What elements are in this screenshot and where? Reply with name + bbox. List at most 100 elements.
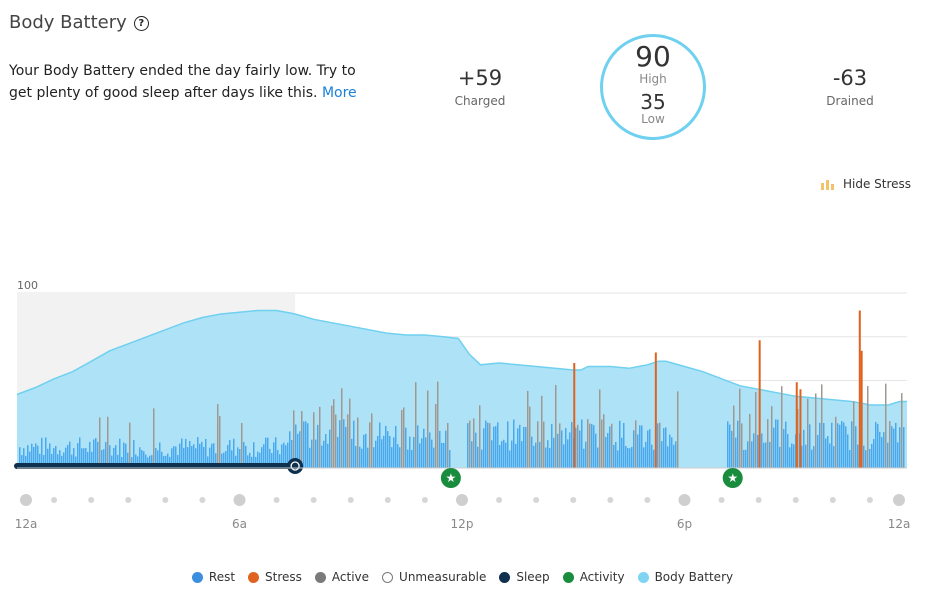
stress-bar — [41, 437, 43, 468]
x-minor-dot — [310, 497, 317, 503]
stress-bar — [243, 441, 245, 468]
legend-item[interactable]: Body Battery — [637, 570, 733, 584]
hide-stress-toggle[interactable]: Hide Stress — [820, 177, 911, 191]
stress-bar — [843, 422, 845, 468]
stress-bar — [449, 450, 451, 468]
stress-bar — [791, 443, 793, 468]
stress-bar — [807, 398, 809, 468]
stress-bar — [155, 448, 157, 468]
stress-bar — [587, 419, 589, 468]
stress-bar — [153, 408, 155, 468]
stress-bar — [21, 455, 23, 468]
stress-bar — [839, 424, 841, 468]
stress-bar — [245, 445, 247, 468]
stress-bar — [435, 404, 437, 468]
stress-bar — [773, 427, 775, 468]
stress-bar — [329, 429, 331, 468]
stress-bar — [547, 440, 549, 468]
x-minor-dot — [866, 497, 873, 503]
stress-bar — [593, 425, 595, 468]
stress-bar — [433, 447, 435, 468]
stress-bar — [883, 432, 885, 468]
x-minor-dot — [792, 497, 799, 503]
stress-bar — [781, 386, 783, 468]
stress-bar — [139, 447, 141, 468]
stress-bar — [79, 437, 81, 468]
stress-bar — [761, 433, 763, 468]
stress-bar — [569, 432, 571, 468]
stress-bar — [625, 445, 627, 468]
stress-bar — [357, 417, 359, 468]
stress-bar — [221, 453, 223, 468]
drained-label: Drained — [826, 94, 874, 108]
stress-bar — [217, 404, 219, 468]
stress-bar — [769, 441, 771, 468]
stress-bar — [227, 444, 229, 468]
stress-bar — [97, 441, 99, 468]
stress-bar — [447, 422, 449, 468]
legend-item[interactable]: Sleep — [499, 570, 550, 584]
stress-bar — [873, 438, 875, 468]
stress-bar — [253, 442, 255, 468]
stress-bar — [439, 430, 441, 468]
summary-text: Your Body Battery ended the day fairly l… — [9, 63, 356, 101]
stress-bar — [31, 443, 33, 468]
legend-item[interactable]: Stress — [248, 570, 302, 584]
stress-bar — [819, 422, 821, 468]
legend-item[interactable]: Activity — [562, 570, 625, 584]
x-tick-label: 12p — [451, 517, 474, 531]
stress-bar — [179, 443, 181, 468]
stress-bar — [815, 393, 817, 468]
stress-bar — [605, 436, 607, 468]
summary-description: Your Body Battery ended the day fairly l… — [9, 60, 379, 104]
stress-bar — [247, 455, 249, 468]
hide-stress-label: Hide Stress — [843, 177, 912, 191]
stress-bar — [103, 449, 105, 468]
stress-bar — [297, 433, 299, 468]
stress-bar — [29, 451, 31, 468]
stress-bar — [27, 445, 29, 468]
legend-label: Active — [331, 570, 370, 584]
x-major-dot — [20, 494, 32, 506]
stress-bar — [479, 405, 481, 468]
stress-bar — [821, 384, 823, 468]
chart-legend: Rest Stress Active Unmeasurable Sleep Activit… — [0, 570, 925, 584]
stress-bar — [729, 424, 731, 468]
stress-bar — [431, 439, 433, 468]
stress-bar — [845, 426, 847, 468]
stress-bar — [887, 442, 889, 468]
stress-bar — [589, 423, 591, 468]
stress-bar — [541, 395, 543, 468]
more-link[interactable]: More — [321, 85, 357, 101]
stress-bar — [803, 429, 805, 468]
stress-bar — [261, 447, 263, 468]
stress-bar — [311, 439, 313, 468]
stress-bar — [59, 450, 61, 468]
stress-bar — [37, 445, 39, 468]
stress-bar — [739, 388, 741, 468]
stress-bar — [727, 421, 729, 468]
legend-dot-icon — [191, 571, 203, 583]
stress-bar — [115, 445, 117, 468]
help-icon[interactable]: ? — [133, 16, 149, 31]
x-major-dot — [893, 494, 905, 506]
stress-bar — [879, 431, 881, 468]
stress-bar — [25, 455, 27, 468]
stress-bar — [757, 434, 759, 468]
stress-bars — [19, 310, 905, 468]
stress-bar — [143, 451, 145, 468]
stress-bar — [269, 448, 271, 468]
stress-bar — [403, 407, 405, 468]
x-minor-dot — [496, 497, 503, 503]
stress-bar — [557, 433, 559, 468]
stress-bar — [895, 422, 897, 468]
legend-item[interactable]: Unmeasurable — [382, 570, 486, 584]
stress-bar — [411, 449, 413, 468]
stress-bar — [901, 393, 903, 468]
legend-item[interactable]: Rest — [191, 570, 235, 584]
legend-item[interactable]: Active — [314, 570, 370, 584]
stress-bar — [535, 442, 537, 468]
stress-bar — [499, 444, 501, 468]
stress-bar — [187, 447, 189, 468]
